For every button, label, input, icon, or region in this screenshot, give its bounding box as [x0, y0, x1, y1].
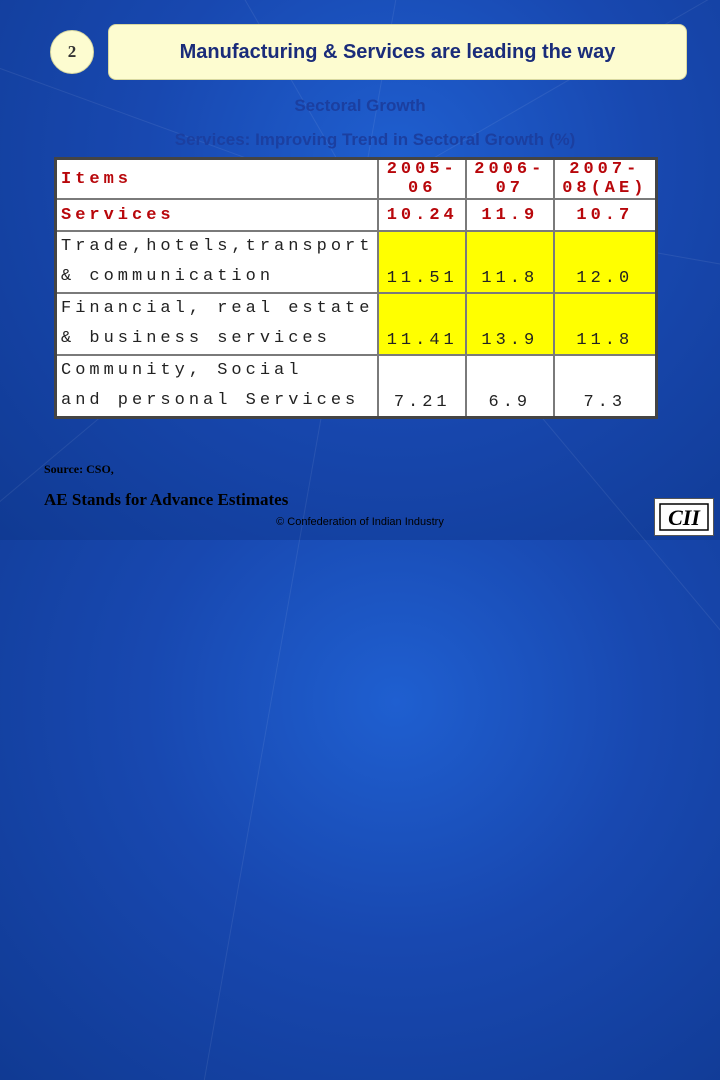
source-note: Source: CSO,	[44, 462, 114, 476]
row-label-line2: and personal Services	[61, 391, 360, 410]
row-label: Trade,hotels,transport & communication	[54, 230, 380, 294]
header-items: Items	[54, 157, 380, 200]
cell-value: 10.24	[377, 198, 468, 232]
row-label: Financial, real estate & business servic…	[54, 292, 380, 356]
header-2007-08: 2007-08(AE)	[552, 157, 658, 200]
row-label: Services	[54, 198, 380, 232]
header-2005-06: 2005-06	[377, 157, 468, 200]
table-row: Community, Social and personal Services …	[54, 354, 658, 419]
row-label-line1: Financial, real estate	[61, 299, 374, 318]
row-label-line1: Trade,hotels,transport	[61, 237, 374, 256]
table-row: Financial, real estate & business servic…	[54, 292, 658, 356]
copyright-footer: © Confederation of Indian Industry	[276, 516, 444, 528]
cell-value: 6.9	[465, 354, 555, 419]
cell-value: 12.0	[552, 230, 658, 294]
cell-value: 7.3	[552, 354, 658, 419]
svg-text:CII: CII	[668, 505, 701, 530]
row-label-line2: & business services	[61, 329, 331, 348]
sectoral-growth-table: Items 2005-06 2006-07 2007-08(AE) Servic…	[54, 157, 658, 419]
row-label-line1: Community, Social	[61, 361, 303, 380]
cell-value: 10.7	[552, 198, 658, 232]
cell-value: 11.9	[465, 198, 555, 232]
header-2006-07: 2006-07	[465, 157, 555, 200]
slide-title: Manufacturing & Services are leading the…	[108, 24, 687, 80]
row-label-line2: & communication	[61, 267, 275, 286]
table-caption: Services: Improving Trend in Sectoral Gr…	[174, 130, 576, 149]
table-row-services: Services 10.24 11.9 10.7	[54, 198, 658, 232]
row-label: Community, Social and personal Services	[54, 354, 380, 419]
table-header-row: Items 2005-06 2006-07 2007-08(AE)	[54, 157, 658, 200]
section-subtitle: Sectoral Growth	[294, 96, 426, 115]
cell-value: 13.9	[465, 292, 555, 356]
cell-value: 7.21	[377, 354, 468, 419]
cell-value: 11.8	[465, 230, 555, 294]
cell-value: 11.8	[552, 292, 658, 356]
table-row: Trade,hotels,transport & communication 1…	[54, 230, 658, 294]
slide-number-badge: 2	[50, 30, 94, 74]
cii-logo-icon: CII	[659, 503, 709, 531]
ae-footnote: AE Stands for Advance Estimates	[44, 490, 289, 509]
cell-value: 11.51	[377, 230, 468, 294]
cii-logo: CII	[654, 498, 714, 536]
cell-value: 11.41	[377, 292, 468, 356]
